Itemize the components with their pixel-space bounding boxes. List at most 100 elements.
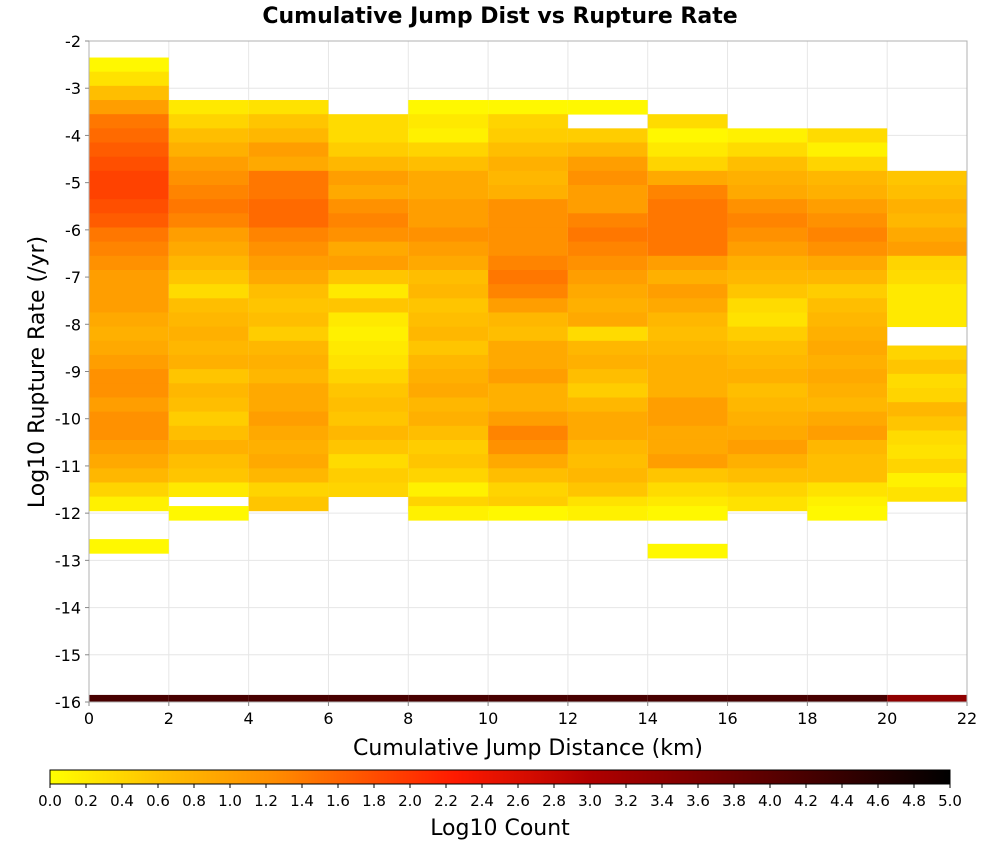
heatmap-cell <box>887 430 967 446</box>
heatmap-cell <box>727 142 808 158</box>
heatmap-cell <box>647 543 728 559</box>
heatmap-cell <box>408 199 489 214</box>
heatmap-cell <box>488 354 568 370</box>
heatmap-cell <box>807 255 888 271</box>
heatmap-cell <box>248 397 329 413</box>
colorbar-tick-label: 0.0 <box>38 792 62 810</box>
heatmap-cell <box>807 468 888 483</box>
heatmap-cell <box>647 482 728 498</box>
y-tick-label: -2 <box>65 32 81 51</box>
heatmap-cell <box>89 411 169 427</box>
colorbar-tick-label: 3.4 <box>650 792 674 810</box>
colorbar-tick-label: 5.0 <box>938 792 962 810</box>
y-tick-label: -3 <box>65 79 81 98</box>
colorbar-tick-label: 1.4 <box>290 792 314 810</box>
heatmap-cell <box>248 170 329 186</box>
heatmap-cell <box>887 241 967 257</box>
heatmap-cell <box>488 269 568 285</box>
heatmap-cell <box>89 255 169 271</box>
heatmap-cell <box>89 114 169 129</box>
heatmap-cell <box>727 326 808 342</box>
colorbar-tick-label: 4.8 <box>902 792 926 810</box>
heatmap-cell <box>647 411 728 427</box>
heatmap-cell <box>248 114 329 129</box>
x-tick-label: 18 <box>797 709 817 728</box>
colorbar-tick-label: 2.0 <box>398 792 422 810</box>
heatmap-cell <box>647 199 728 214</box>
colorbar-tick-label: 1.0 <box>218 792 242 810</box>
heatmap-cell <box>567 383 648 398</box>
heatmap-cell <box>89 312 169 328</box>
heatmap-cell <box>328 439 409 455</box>
heatmap-cell <box>807 298 888 313</box>
heatmap-cell <box>887 269 967 285</box>
heatmap-cell <box>887 345 967 361</box>
heatmap-cell <box>567 482 648 498</box>
colorbar-tick-label: 3.2 <box>614 792 638 810</box>
x-tick-label: 20 <box>877 709 897 728</box>
heatmap-cell <box>328 694 409 702</box>
heatmap-cell <box>887 284 967 299</box>
heatmap-cell <box>89 128 169 143</box>
colorbar-label: Log10 Count <box>430 816 570 841</box>
heatmap-cell <box>807 128 888 143</box>
colorbar-tick-label: 4.2 <box>794 792 818 810</box>
heatmap-cell <box>488 694 568 702</box>
heatmap-cell <box>168 128 249 143</box>
heatmap-cell <box>647 128 728 143</box>
heatmap-cell <box>807 199 888 214</box>
heatmap-cell <box>328 482 409 498</box>
heatmap-cell <box>248 454 329 469</box>
heatmap-cell <box>328 397 409 413</box>
heatmap-cell <box>89 241 169 257</box>
heatmap-cell <box>488 170 568 186</box>
heatmap-cell <box>168 255 249 271</box>
heatmap-cell <box>807 694 888 702</box>
heatmap-cell <box>408 454 489 469</box>
heatmap-cell <box>89 354 169 370</box>
heatmap-cell <box>89 156 169 172</box>
heatmap-cell <box>807 482 888 498</box>
heatmap-cell <box>807 383 888 398</box>
heatmap-cell <box>488 425 568 441</box>
heatmap-cell <box>408 114 489 129</box>
heatmap-cell <box>89 439 169 455</box>
heatmap-cell <box>807 397 888 413</box>
heatmap-cell <box>887 487 967 502</box>
heatmap-cell <box>408 100 489 115</box>
heatmap-cell <box>89 57 169 73</box>
heatmap-cell <box>647 255 728 271</box>
heatmap-cell <box>567 241 648 257</box>
x-tick-label: 10 <box>478 709 498 728</box>
heatmap-cell <box>887 416 967 431</box>
heatmap-cell <box>248 142 329 158</box>
heatmap-cell <box>248 100 329 115</box>
heatmap-cell <box>567 369 648 384</box>
heatmap-cell <box>248 354 329 370</box>
heatmap-cell <box>168 411 249 427</box>
heatmap-cell <box>647 213 728 228</box>
heatmap-cell <box>887 694 967 702</box>
heatmap-cell <box>567 354 648 370</box>
y-tick-label: -7 <box>65 268 81 287</box>
heatmap-cell <box>408 298 489 313</box>
heatmap-cell <box>727 170 808 186</box>
y-tick-label: -15 <box>55 646 81 665</box>
y-tick-label: -14 <box>55 599 81 618</box>
heatmap-cell <box>168 425 249 441</box>
colorbar-tick-label: 2.2 <box>434 792 458 810</box>
heatmap-cell <box>488 142 568 158</box>
heatmap-cell <box>887 255 967 271</box>
heatmap-cell <box>887 473 967 488</box>
heatmap-cell <box>807 454 888 469</box>
heatmap-cell <box>89 85 169 101</box>
heatmap-cell <box>328 269 409 285</box>
heatmap-cell <box>567 199 648 214</box>
heatmap-cell <box>89 383 169 398</box>
heatmap-cell <box>328 468 409 483</box>
heatmap-cell <box>89 539 169 554</box>
heatmap-cell <box>328 383 409 398</box>
heatmap-cell <box>89 340 169 356</box>
heatmap-cell <box>248 269 329 285</box>
heatmap-cell <box>647 354 728 370</box>
